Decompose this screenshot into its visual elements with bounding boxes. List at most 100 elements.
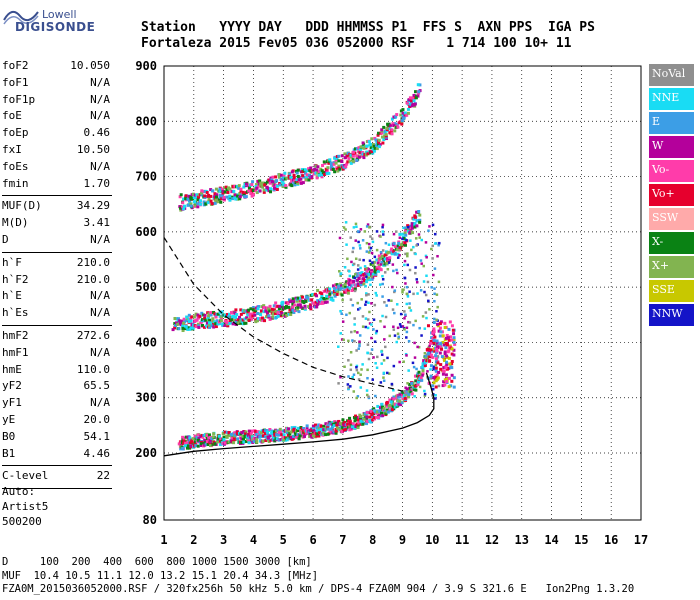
echo-point-f-trace--1st-hop- bbox=[380, 405, 384, 409]
echo-point-f-trace--1st-hop- bbox=[395, 396, 399, 400]
spread-echo-point bbox=[349, 351, 353, 354]
echo-point-f-trace--3rd-hop- bbox=[304, 178, 308, 182]
echo-point-f-trace--2nd-hop- bbox=[189, 319, 193, 323]
spread-echo-point bbox=[399, 312, 403, 316]
y-tick-label: 200 bbox=[135, 446, 157, 460]
echo-point-f-trace--3rd-hop- bbox=[268, 181, 272, 185]
cusp-echo-point bbox=[452, 376, 456, 380]
spread-echo-point bbox=[432, 365, 435, 369]
echo-point-f-trace--2nd-hop- bbox=[292, 300, 296, 304]
echo-point-f-trace--3rd-hop- bbox=[359, 145, 363, 149]
echo-point-f-trace--2nd-hop- bbox=[253, 313, 257, 317]
spread-echo-point bbox=[370, 275, 373, 278]
spread-echo-point bbox=[418, 385, 422, 389]
param-row-fof2: foF2 10.050 bbox=[2, 58, 110, 75]
spread-echo-point bbox=[405, 285, 409, 289]
spread-echo-point bbox=[371, 240, 375, 244]
spread-echo-point bbox=[354, 239, 357, 242]
echo-point-f-trace--2nd-hop- bbox=[234, 308, 238, 312]
echo-point-f-trace--2nd-hop- bbox=[214, 315, 218, 319]
spread-echo-point bbox=[415, 244, 418, 247]
param-value: N/A bbox=[90, 306, 110, 320]
echo-point-f-trace--2nd-hop- bbox=[397, 241, 401, 245]
spread-echo-point bbox=[410, 387, 414, 391]
echo-point-f-trace--3rd-hop- bbox=[204, 194, 208, 198]
spread-echo-point bbox=[365, 292, 368, 295]
legend-sse: SSE bbox=[649, 280, 694, 304]
spread-echo-point bbox=[365, 225, 369, 228]
echo-point-f-trace--2nd-hop- bbox=[271, 312, 275, 316]
echo-point-f-trace--1st-hop- bbox=[311, 424, 315, 428]
spread-echo-point bbox=[381, 295, 384, 298]
spread-echo-point bbox=[356, 268, 360, 271]
spread-echo-point bbox=[424, 293, 428, 297]
spread-echo-point bbox=[344, 221, 348, 224]
spread-echo-point bbox=[352, 262, 356, 266]
echo-point-f-trace--3rd-hop- bbox=[387, 122, 391, 126]
echo-point-f-trace--1st-hop- bbox=[191, 437, 195, 441]
echo-point-f-trace--2nd-hop- bbox=[189, 326, 193, 330]
echo-point-f-trace--1st-hop- bbox=[384, 412, 388, 416]
echo-point-f-trace--1st-hop- bbox=[188, 438, 192, 442]
spread-echo-point bbox=[358, 244, 362, 247]
echo-point-f-trace--3rd-hop- bbox=[183, 204, 187, 208]
echo-point-f-trace--2nd-hop- bbox=[335, 292, 339, 296]
polarization-legend: NoVal NNE E W Vo- Vo+ SSW X- X+ SSE NNW bbox=[649, 64, 694, 328]
echo-point-f-trace--3rd-hop- bbox=[365, 150, 369, 154]
echo-point-f-trace--1st-hop- bbox=[222, 432, 226, 436]
echo-point-f-trace--3rd-hop- bbox=[255, 186, 259, 190]
echo-point-f-trace--2nd-hop- bbox=[410, 226, 414, 230]
spread-echo-point bbox=[406, 230, 410, 233]
echo-point-f-trace--1st-hop- bbox=[259, 431, 263, 435]
echo-point-f-trace--3rd-hop- bbox=[416, 94, 420, 98]
x-tick-label: 9 bbox=[399, 533, 406, 547]
echo-point-f-trace--1st-hop- bbox=[380, 411, 384, 415]
legend-nne: NNE bbox=[649, 88, 694, 112]
cusp-echo-point bbox=[447, 376, 451, 380]
echo-point-f-trace--2nd-hop- bbox=[303, 304, 307, 308]
spread-echo-point bbox=[408, 268, 412, 272]
echo-point-f-trace--1st-hop- bbox=[398, 395, 402, 399]
echo-point-f-trace--1st-hop- bbox=[284, 429, 288, 433]
echo-point-f-trace--1st-hop- bbox=[388, 398, 392, 402]
echo-point-f-trace--2nd-hop- bbox=[399, 243, 403, 247]
echo-point-f-trace--3rd-hop- bbox=[329, 161, 333, 165]
echo-point-f-trace--3rd-hop- bbox=[390, 128, 394, 132]
echo-point-f-trace--2nd-hop- bbox=[350, 289, 354, 293]
param-label: foF1p bbox=[2, 92, 36, 106]
echo-point-f-trace--2nd-hop- bbox=[296, 305, 300, 309]
spread-echo-point bbox=[366, 376, 369, 380]
echo-point-f-trace--1st-hop- bbox=[182, 439, 186, 443]
spread-echo-point bbox=[349, 363, 353, 367]
spread-echo-point bbox=[387, 243, 391, 246]
spread-echo-point bbox=[405, 354, 408, 357]
echo-point-f-trace--3rd-hop- bbox=[238, 195, 242, 199]
echo-point-f-trace--2nd-hop- bbox=[359, 273, 363, 277]
echo-point-f-trace--2nd-hop- bbox=[293, 303, 297, 307]
echo-point-f-trace--3rd-hop- bbox=[296, 181, 300, 185]
echo-point-f-trace--3rd-hop- bbox=[329, 164, 333, 168]
echo-point-f-trace--2nd-hop- bbox=[184, 319, 188, 323]
echo-point-f-trace--3rd-hop- bbox=[253, 187, 257, 191]
cusp-echo-point bbox=[439, 320, 443, 324]
echo-point-f-trace--1st-hop- bbox=[264, 435, 268, 439]
param-label: foF1 bbox=[2, 75, 29, 89]
echo-point-f-trace--2nd-hop- bbox=[289, 313, 293, 317]
echo-point-f-trace--2nd-hop- bbox=[293, 309, 297, 313]
spread-echo-point bbox=[379, 235, 382, 238]
echo-point-f-trace--1st-hop- bbox=[375, 410, 379, 414]
spread-echo-point bbox=[356, 301, 359, 305]
spread-echo-point bbox=[395, 268, 398, 272]
echo-point-f-trace--1st-hop- bbox=[368, 415, 372, 419]
echo-point-f-trace--2nd-hop- bbox=[340, 286, 344, 290]
echo-point-f-trace--3rd-hop- bbox=[400, 120, 404, 124]
spread-echo-point bbox=[384, 241, 388, 245]
echo-point-f-trace--2nd-hop- bbox=[307, 305, 311, 309]
echo-point-f-trace--3rd-hop- bbox=[393, 129, 397, 133]
echo-point-f-trace--1st-hop- bbox=[184, 441, 188, 445]
logo-line1: Lowell bbox=[42, 8, 77, 21]
echo-point-f-trace--3rd-hop- bbox=[297, 178, 301, 182]
echo-point-f-trace--1st-hop- bbox=[423, 363, 427, 367]
spread-echo-point bbox=[345, 313, 348, 317]
echo-point-f-trace--1st-hop- bbox=[243, 434, 247, 438]
